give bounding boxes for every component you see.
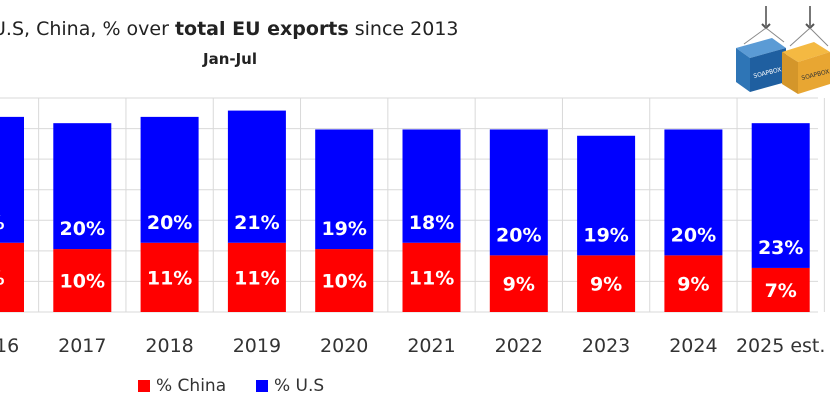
bar-china [402, 242, 461, 312]
bar-us [402, 129, 461, 243]
x-tick-label: 2016 [0, 335, 19, 357]
data-label-china: 9% [503, 274, 535, 296]
data-label-china: % [0, 267, 5, 289]
x-tick-label: 2023 [582, 335, 630, 357]
bar-china [53, 249, 112, 312]
x-tick-label: 2025 est. [736, 335, 825, 357]
legend-swatch-us [256, 380, 268, 392]
bar-us [140, 116, 199, 243]
x-tick-label: 2020 [320, 335, 368, 357]
bar-us [751, 123, 810, 268]
bar-us [0, 116, 24, 243]
data-label-us: 20% [147, 212, 192, 234]
x-tick-label: 2018 [145, 335, 193, 357]
data-label-china: 9% [590, 274, 622, 296]
bar-china [0, 242, 24, 312]
data-label-china: 11% [147, 267, 192, 289]
bar-us [577, 135, 636, 256]
x-tick-label: 2022 [495, 335, 543, 357]
legend-swatch-china [138, 380, 150, 392]
data-label-us: 18% [409, 212, 454, 234]
bar-china [577, 255, 636, 312]
x-tick-label: 2021 [407, 335, 455, 357]
data-label-china: 10% [60, 271, 105, 293]
data-label-us: 20% [496, 224, 541, 246]
legend-label-us: % U.S [274, 376, 325, 396]
data-label-us: % [0, 212, 5, 234]
title-part1: U.S, China, % over [0, 18, 175, 40]
bar-china [227, 242, 286, 312]
stacked-bar-chart: %% 2016 10% 20% 2017 11% 20% 2018 11% 21% 2019 10% 1… [0, 97, 825, 357]
x-tick-label: 2024 [669, 335, 717, 357]
soapbox-logo: SOAPBOX SOAPBOX [732, 6, 832, 100]
legend-item-china: % China [138, 376, 226, 396]
data-label-china: 10% [321, 271, 366, 293]
data-label-us: 19% [583, 224, 628, 246]
chart-title: U.S, China, % over total EU exports sinc… [0, 18, 512, 40]
x-tick-label: 2019 [233, 335, 281, 357]
data-label-us: 23% [758, 237, 803, 259]
data-label-us: 20% [671, 224, 716, 246]
bar-us [53, 123, 112, 250]
legend-label-china: % China [156, 376, 227, 396]
bar-us [489, 129, 548, 256]
bar-china [315, 249, 374, 312]
bar-us [227, 110, 286, 243]
data-label-china: 11% [409, 267, 454, 289]
chart-subtitle: Jan-Jul [202, 50, 257, 68]
data-label-china: 9% [677, 274, 709, 296]
bar-us [664, 129, 723, 256]
bar-china [751, 267, 810, 312]
bar-us [315, 129, 374, 250]
x-tick-label: 2017 [58, 335, 106, 357]
data-label-us: 21% [234, 212, 279, 234]
data-label-us: 20% [60, 218, 105, 240]
title-bold: total EU exports [174, 18, 349, 40]
legend-item-us: % U.S [256, 376, 324, 396]
bar-china [664, 255, 723, 312]
data-label-us: 19% [321, 218, 366, 240]
bar-china [140, 242, 199, 312]
bar-china [489, 255, 548, 312]
title-part2: since 2013 [348, 18, 459, 40]
data-label-china: 7% [765, 280, 797, 302]
data-label-china: 11% [234, 267, 279, 289]
chart-legend: % China % U.S [0, 376, 840, 400]
